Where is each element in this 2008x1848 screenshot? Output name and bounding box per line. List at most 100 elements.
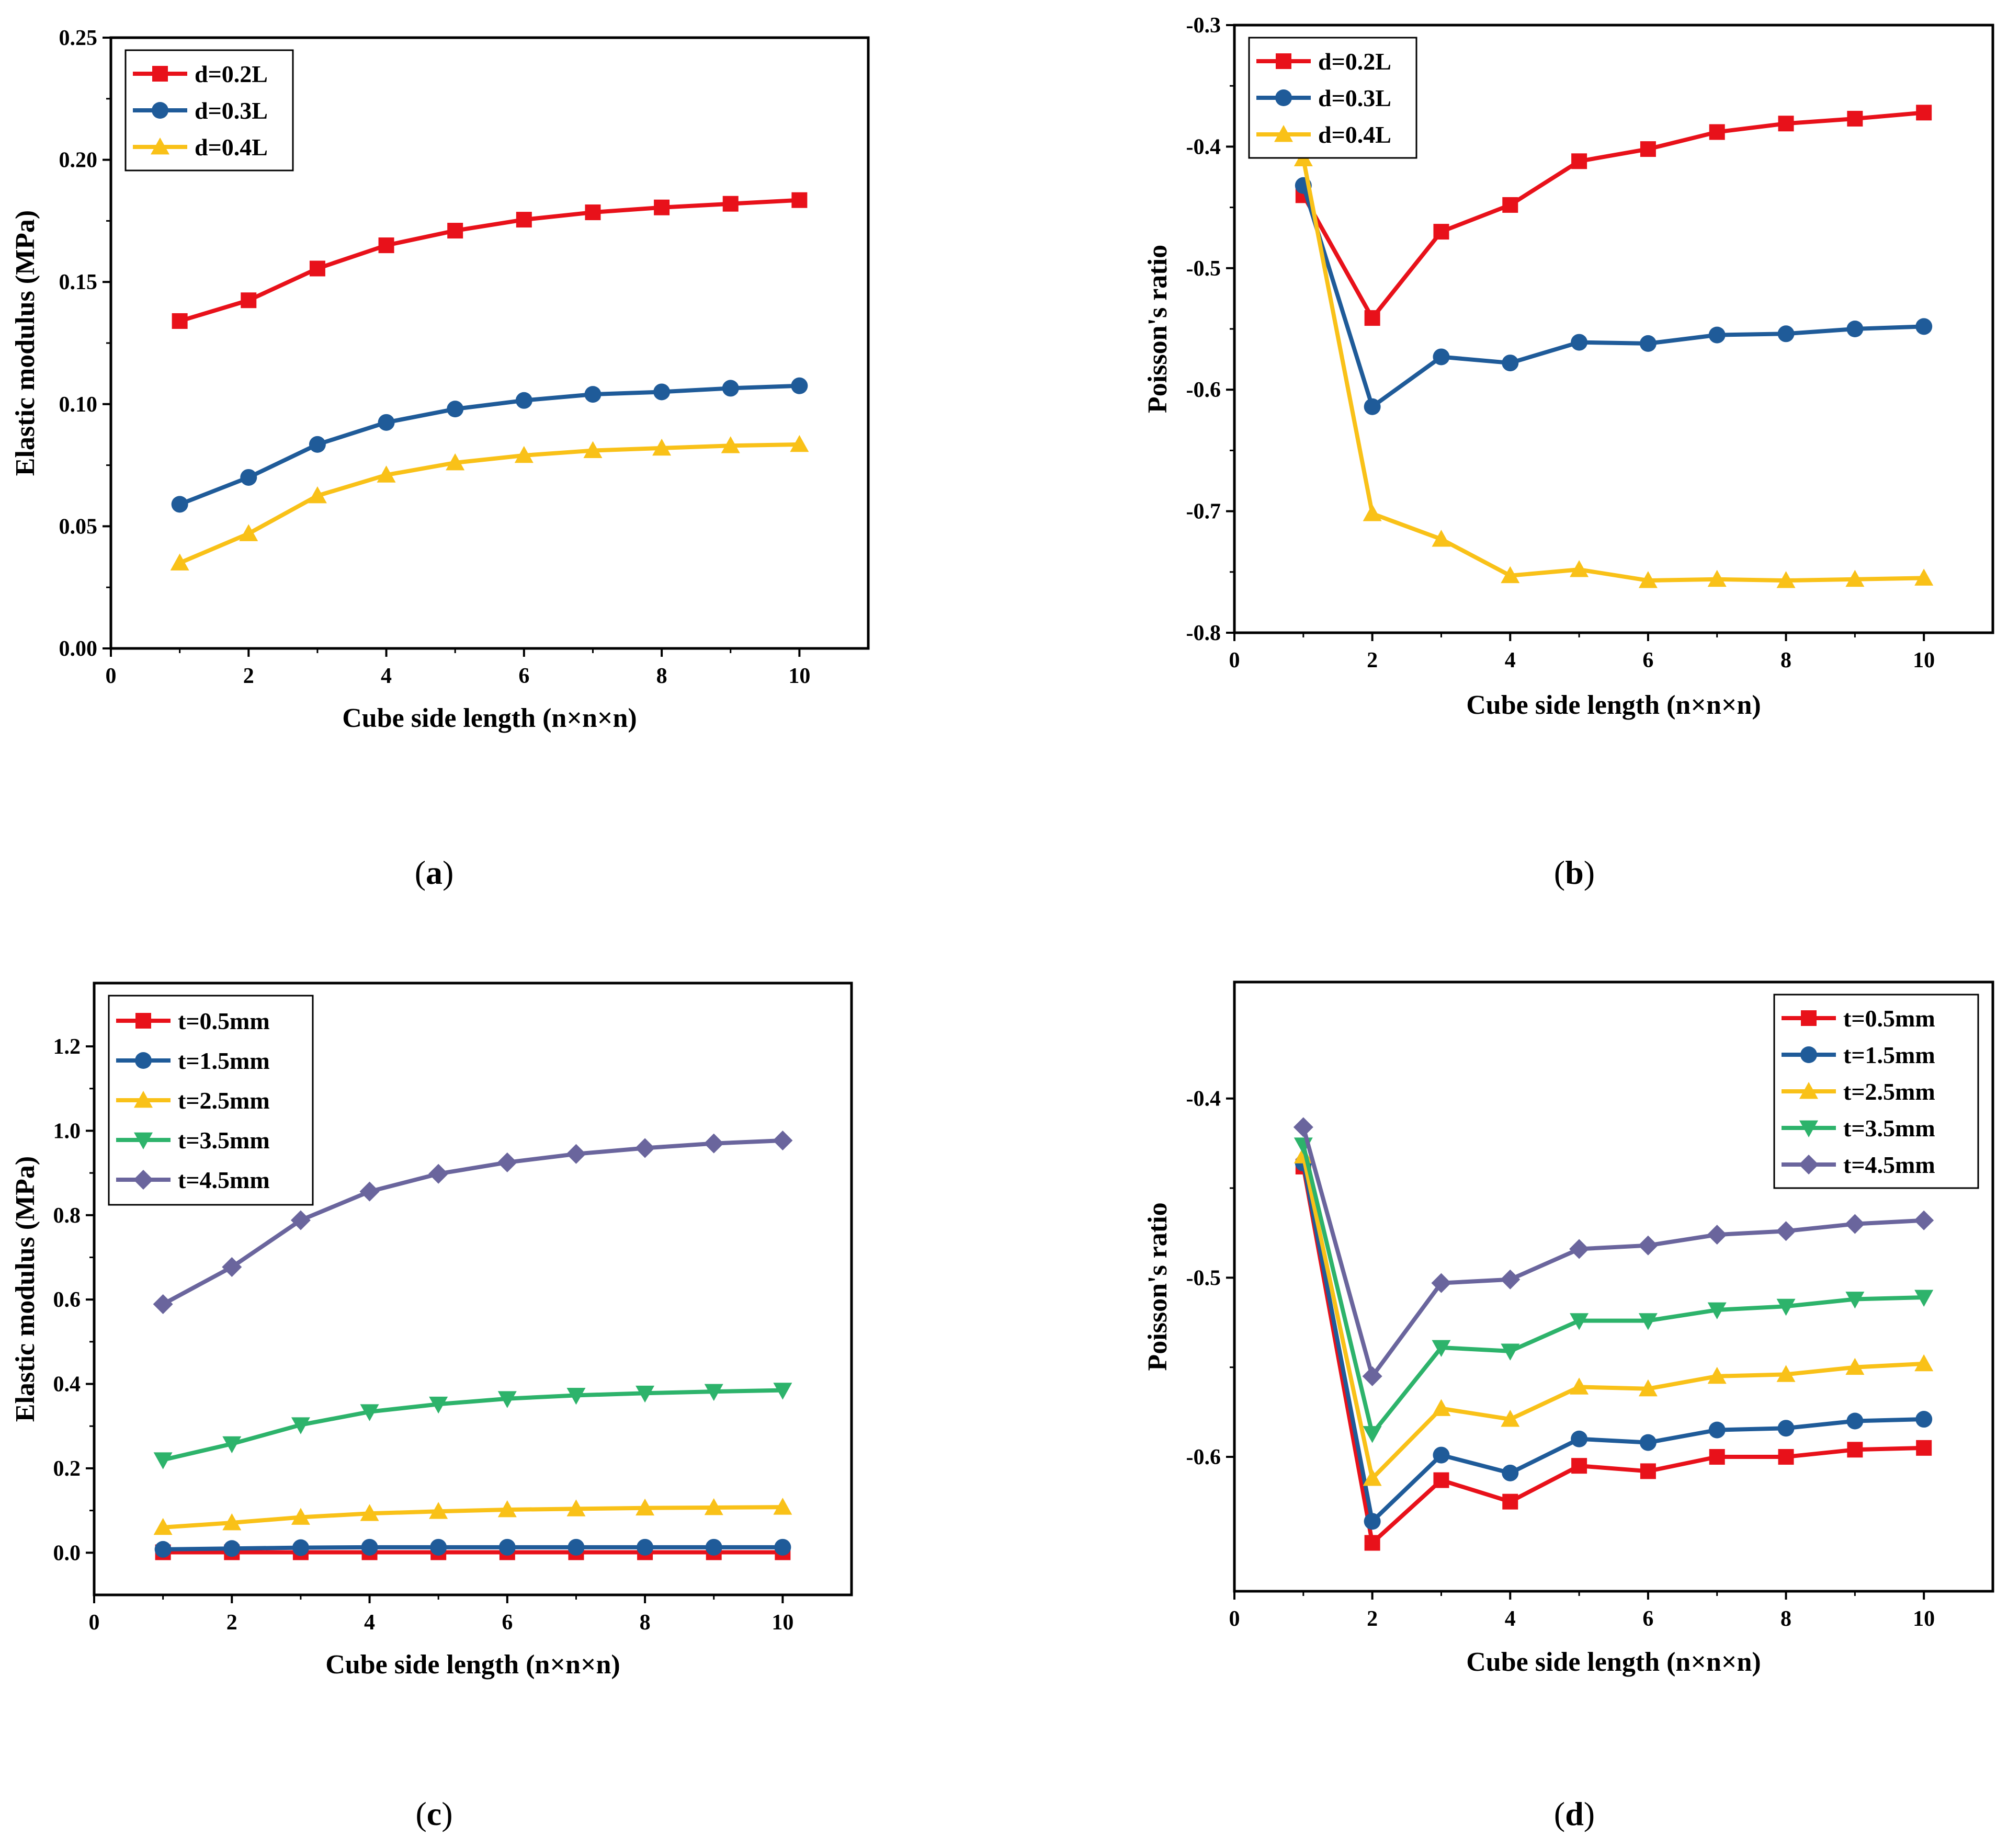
legend-label: d=0.4L <box>195 134 268 161</box>
y-tick-label: 0.25 <box>59 26 98 50</box>
x-axis-label: Cube side length (n×n×n) <box>1466 690 1761 720</box>
data-point <box>1293 1117 1313 1137</box>
data-point <box>240 469 257 486</box>
data-point <box>1709 1449 1725 1465</box>
data-point <box>153 1452 173 1469</box>
data-point <box>1639 335 1657 352</box>
legend-label: d=0.4L <box>1318 121 1391 148</box>
data-point <box>1639 1434 1657 1451</box>
legend-label: t=2.5mm <box>178 1087 270 1114</box>
data-point <box>1640 141 1656 157</box>
legend-item: d=0.2L <box>1256 48 1391 75</box>
data-point <box>1432 1399 1451 1416</box>
y-tick-label: -0.3 <box>1186 14 1221 38</box>
data-point <box>308 486 327 504</box>
data-point <box>636 1498 655 1516</box>
data-point <box>653 383 671 401</box>
x-tick-label: 0 <box>106 664 117 688</box>
data-point <box>223 1540 241 1557</box>
data-point <box>773 1383 792 1400</box>
series-line <box>1301 1144 1924 1436</box>
data-point <box>1778 1449 1794 1465</box>
x-tick-label: 4 <box>364 1611 375 1635</box>
series-t=4.5mm <box>1293 1117 1934 1386</box>
y-tick-label: 0.05 <box>59 515 98 539</box>
data-point <box>497 1391 517 1408</box>
legend: t=0.5mm t=1.5mm t=2.5mm t=3.5mm t=4.5mm <box>108 995 314 1206</box>
series-d=0.4L <box>170 435 809 571</box>
data-point <box>773 1498 792 1515</box>
data-point <box>1914 1290 1934 1307</box>
data-point <box>1501 1410 1520 1427</box>
series-line <box>1301 185 1924 409</box>
legend-label: t=3.5mm <box>1843 1115 1935 1142</box>
legend-item: t=2.5mm <box>1782 1078 1935 1105</box>
y-tick-label: -0.5 <box>1186 257 1221 281</box>
legend-swatch-marker <box>152 66 168 82</box>
legend-swatch-marker <box>1799 1082 1818 1099</box>
series-line <box>163 1505 783 1530</box>
legend: t=0.5mm t=1.5mm t=2.5mm t=3.5mm t=4.5mm <box>1773 994 1979 1189</box>
data-point <box>1776 571 1796 588</box>
data-point <box>1776 1221 1796 1241</box>
data-point <box>1501 1343 1520 1361</box>
data-point <box>705 1538 722 1556</box>
x-tick-label: 2 <box>226 1611 237 1635</box>
panel-caption: (a) <box>415 854 454 891</box>
data-point <box>1638 571 1658 588</box>
data-point <box>1431 1273 1451 1293</box>
legend-item: t=4.5mm <box>1782 1151 1935 1178</box>
data-point <box>566 1144 586 1164</box>
data-point <box>790 435 809 452</box>
data-point <box>721 436 740 453</box>
legend-swatch-marker <box>1275 89 1292 106</box>
data-point <box>241 292 257 309</box>
data-point <box>774 1538 791 1556</box>
data-point <box>291 1508 310 1525</box>
data-point <box>1502 1464 1519 1481</box>
data-point <box>1433 348 1450 366</box>
data-point <box>497 1152 517 1172</box>
series-t=2.5mm <box>1294 1146 1934 1486</box>
data-point <box>292 1539 309 1556</box>
legend-item: t=0.5mm <box>1782 1005 1935 1032</box>
x-tick-label: 10 <box>1913 1607 1935 1631</box>
series-line <box>1301 1162 1924 1524</box>
chart-panel-b: 0 2 4 6 8 10 -0.8 -0.7 -0.6 -0.5 -0.4 -0.3 Cube side… <box>1143 14 1994 891</box>
data-point <box>635 1138 655 1158</box>
data-point <box>1845 1292 1865 1309</box>
series-t=1.5mm <box>1295 1155 1933 1530</box>
y-tick-label: -0.4 <box>1186 135 1221 159</box>
series-d=0.4L <box>1294 149 1934 588</box>
plot-frame <box>93 982 853 1596</box>
legend-item: t=3.5mm <box>116 1127 270 1154</box>
panel-caption: (c) <box>415 1795 452 1832</box>
data-point <box>360 1404 379 1421</box>
y-tick-label: 0.20 <box>59 149 98 173</box>
legend-swatch-marker <box>135 1052 152 1069</box>
y-tick-label: 0.15 <box>59 270 98 294</box>
data-point <box>1364 310 1380 326</box>
x-tick-label: 2 <box>1367 1607 1378 1631</box>
x-tick-label: 6 <box>1642 1607 1653 1631</box>
data-point <box>1776 1298 1796 1316</box>
data-point <box>430 1538 447 1556</box>
y-axis-label: Poisson's ratio <box>1143 1202 1173 1371</box>
x-tick-label: 0 <box>1229 648 1240 672</box>
legend-item: d=0.4L <box>133 134 268 161</box>
data-point <box>429 1396 448 1414</box>
data-point <box>222 1257 242 1277</box>
y-tick-label: -0.8 <box>1186 621 1221 645</box>
data-point <box>1364 398 1381 415</box>
data-point <box>291 1417 310 1434</box>
y-tick-label: 0.6 <box>53 1288 81 1312</box>
x-tick-label: 4 <box>1505 1607 1516 1631</box>
chart-panel-a: 0 2 4 6 8 10 0.00 0.05 0.10 0.15 0.20 0.25 Cube side… <box>10 26 870 891</box>
x-axis-label: Cube side length (n×n×n) <box>325 1650 620 1680</box>
data-point <box>1708 1421 1726 1439</box>
y-tick-label: -0.4 <box>1186 1087 1221 1111</box>
x-tick-label: 0 <box>1229 1607 1240 1631</box>
legend-label: t=0.5mm <box>1843 1005 1935 1032</box>
data-point <box>309 260 325 277</box>
legend-item: t=4.5mm <box>116 1167 270 1193</box>
